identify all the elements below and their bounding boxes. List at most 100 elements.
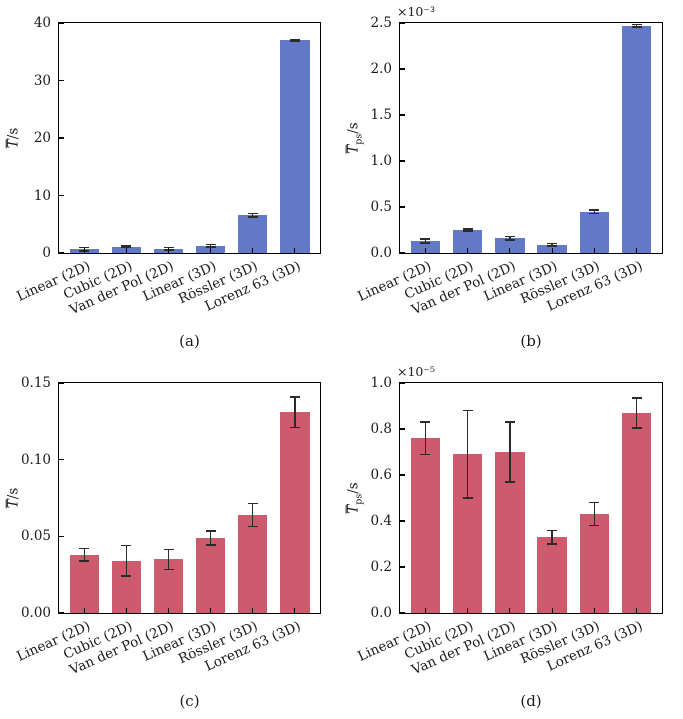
error-cap-low-lorenz-63-3d xyxy=(289,40,300,42)
subplot-c-caption: (c) xyxy=(179,692,200,710)
error-cap-low-lorenz-63-3d xyxy=(631,427,642,429)
x-tick-lorenz-63-3d xyxy=(636,608,638,613)
error-cap-high-r-ssler-3d xyxy=(589,209,600,211)
y-tick-a-4 xyxy=(59,23,64,25)
y-tick-a-0 xyxy=(59,252,64,254)
error-cap-low-linear-2d xyxy=(79,560,90,562)
plot-frame-c xyxy=(58,382,321,614)
error-cap-high-lorenz-63-3d xyxy=(289,396,300,398)
y-tick-label-c-0: 0.00 xyxy=(20,605,51,621)
plot-frame-a xyxy=(58,22,321,254)
y-axis-label-d: Tps/s xyxy=(345,482,365,514)
error-cap-low-cubic-2d xyxy=(462,230,473,232)
error-cap-low-r-ssler-3d xyxy=(589,524,600,527)
x-tick-linear-3d xyxy=(209,248,212,253)
error-cap-low-linear-3d xyxy=(547,543,558,545)
error-cap-low-linear-3d xyxy=(205,544,216,546)
y-tick-label-b-2: 1.0 xyxy=(370,153,392,169)
y-tick-d-5 xyxy=(400,383,405,385)
y-tick-label-a-4: 40 xyxy=(33,15,51,31)
y-tick-d-4 xyxy=(400,428,405,430)
subplot-b-caption: (b) xyxy=(520,332,542,350)
x-tick-linear-2d xyxy=(424,248,426,253)
error-cap-high-linear-2d xyxy=(420,238,431,240)
y-tick-c-2 xyxy=(59,459,64,461)
error-cap-low-van-der-pol-2d xyxy=(163,568,174,570)
y-tick-d-0 xyxy=(400,612,405,614)
error-cap-low-van-der-pol-2d xyxy=(504,481,515,483)
error-bar-lorenz-63-3d xyxy=(635,397,638,428)
y-axis-symbol: T xyxy=(5,499,23,509)
y-tick-b-3 xyxy=(400,114,405,116)
y-axis-symbol: T xyxy=(345,144,363,154)
error-bar-lorenz-63-3d xyxy=(635,24,638,28)
y-axis-subscript: ps xyxy=(353,133,365,145)
error-cap-low-r-ssler-3d xyxy=(589,212,600,215)
error-cap-high-r-ssler-3d xyxy=(247,212,258,215)
x-tick-r-ssler-3d xyxy=(593,248,595,253)
error-bar-cubic-2d xyxy=(125,545,128,577)
subplot-d: Linear (2D) Cubic (2D) Van der Pol (2D) Lin… xyxy=(341,360,683,719)
error-cap-high-linear-3d xyxy=(205,530,216,532)
x-tick-lorenz-63-3d xyxy=(294,248,296,253)
y-tick-d-2 xyxy=(400,520,405,522)
error-bar-linear-3d xyxy=(209,531,212,545)
error-cap-low-cubic-2d xyxy=(462,497,473,499)
y-tick-label-c-2: 0.10 xyxy=(20,451,51,468)
x-tick-linear-3d xyxy=(209,608,212,613)
bar-cubic-2d xyxy=(452,230,483,253)
y-tick-label-c-3: 0.15 xyxy=(20,375,51,391)
y-tick-label-b-0: 0.0 xyxy=(370,245,392,261)
x-tick-linear-2d xyxy=(83,248,85,253)
axis-offset-text-b: ×10⁻³ xyxy=(397,4,435,19)
bar-lorenz-63-3d xyxy=(280,412,310,613)
y-tick-b-2 xyxy=(400,160,405,162)
bar-r-ssler-3d xyxy=(237,215,268,253)
x-tick-linear-2d xyxy=(83,608,85,613)
error-cap-low-linear-2d xyxy=(420,242,431,244)
error-cap-high-linear-2d xyxy=(79,547,90,550)
y-axis-label-a: T/s xyxy=(5,127,23,149)
y-tick-c-1 xyxy=(59,535,64,537)
x-tick-r-ssler-3d xyxy=(252,608,254,613)
y-tick-label-d-5: 1.0 xyxy=(370,375,392,391)
error-cap-low-linear-3d xyxy=(205,246,216,248)
bar-van-der-pol-2d xyxy=(495,238,525,253)
error-cap-high-linear-2d xyxy=(420,421,431,423)
error-cap-high-lorenz-63-3d xyxy=(289,38,300,41)
y-tick-b-0 xyxy=(400,252,405,254)
y-tick-label-c-1: 0.05 xyxy=(20,528,51,545)
y-tick-c-3 xyxy=(59,383,64,385)
x-tick-linear-3d xyxy=(551,608,553,613)
error-cap-high-linear-3d xyxy=(547,242,558,245)
subplot-a: Linear (2D) Cubic (2D) Van der Pol (2D) Lin… xyxy=(0,0,341,360)
x-tick-van-der-pol-2d xyxy=(167,248,170,253)
bar-linear-2d xyxy=(410,438,441,613)
bar-r-ssler-3d xyxy=(579,211,610,253)
error-cap-high-lorenz-63-3d xyxy=(631,23,642,26)
error-cap-low-r-ssler-3d xyxy=(247,525,258,528)
error-cap-high-r-ssler-3d xyxy=(589,501,600,504)
error-cap-high-van-der-pol-2d xyxy=(504,421,515,423)
y-tick-label-d-3: 0.6 xyxy=(370,467,392,483)
error-cap-low-r-ssler-3d xyxy=(247,216,258,218)
x-tick-lorenz-63-3d xyxy=(294,608,296,613)
error-bar-linear-2d xyxy=(83,548,85,561)
x-tick-van-der-pol-2d xyxy=(509,248,511,253)
error-cap-high-cubic-2d xyxy=(121,544,132,547)
error-cap-high-lorenz-63-3d xyxy=(631,397,642,399)
x-tick-cubic-2d xyxy=(125,608,127,613)
error-bar-linear-3d xyxy=(551,530,553,544)
error-bar-linear-3d xyxy=(209,244,212,247)
error-cap-high-cubic-2d xyxy=(462,228,473,230)
error-cap-low-lorenz-63-3d xyxy=(289,426,300,429)
y-tick-a-1 xyxy=(59,194,64,197)
error-bar-r-ssler-3d xyxy=(593,209,596,214)
y-axis-subscript: ps xyxy=(353,493,365,505)
y-tick-label-a-3: 30 xyxy=(33,72,51,89)
x-tick-van-der-pol-2d xyxy=(509,608,511,613)
error-bar-cubic-2d xyxy=(125,245,128,248)
error-bar-van-der-pol-2d xyxy=(509,236,511,241)
error-cap-low-linear-3d xyxy=(547,245,558,247)
error-bar-lorenz-63-3d xyxy=(294,39,296,42)
